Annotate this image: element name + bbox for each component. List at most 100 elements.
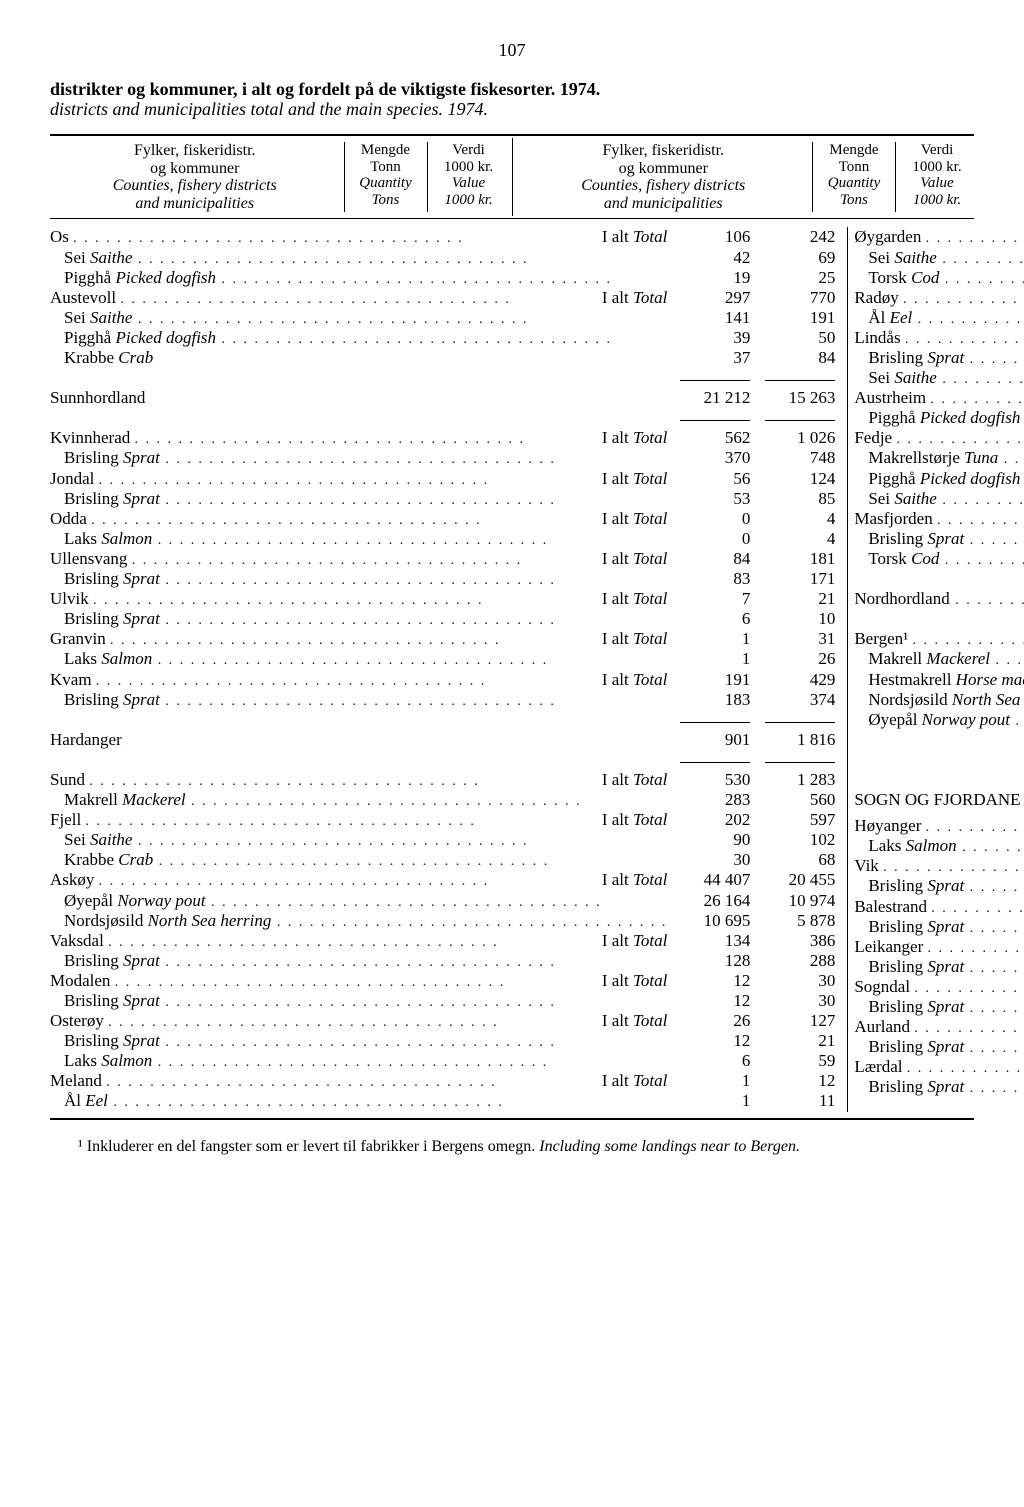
table-row: Lærdal I alt Total65163 [854,1057,1024,1077]
table-row: Nordhordland46 12125 328 [854,589,1024,609]
table-row: Makrellstørje Tuna165479 [854,448,1024,468]
val-cell: 69 [765,248,841,268]
table-row: Brisling Sprat106241 [854,348,1024,368]
qty-cell: 901 [680,730,756,750]
table-row: Aurland I alt Total182449 [854,1017,1024,1037]
table-row: Ullensvang I alt Total84181 [50,549,841,569]
qty-cell: 37 [680,348,756,368]
val-cell: 4 [765,509,841,529]
qty-cell: 39 [680,328,756,348]
page-subtitle: districts and municipalities total and t… [50,99,974,120]
qty-cell: 370 [680,448,756,468]
table-row: Sei Saithe5187 [854,248,1024,268]
left-column: Os I alt Total106242Sei Saithe4269Pigghå… [50,227,841,1111]
table-row: Krabbe Crab3068 [50,850,841,870]
qty-cell: 191 [680,670,756,690]
numeric-rule-row [854,730,1024,750]
row-label: Odda I alt Total [50,509,671,529]
table-row: Øyepål Norway pout2 5621 254 [854,710,1024,730]
numeric-rule-row [854,569,1024,589]
val-cell: 26 [765,649,841,669]
row-label: Brisling Sprat [854,876,1024,896]
row-label: Hestmakrell Horse mackerel [854,670,1024,690]
row-label: Brisling Sprat [50,569,671,589]
row-label: Sei Saithe [854,248,1024,268]
qty-cell: 7 [680,589,756,609]
val-cell: 748 [765,448,841,468]
header-qty-right: Mengde Tonn Quantity Tons [817,142,891,212]
row-label: Lærdal I alt Total [854,1057,1024,1077]
numeric-rule-row [854,770,1024,790]
qty-cell: 26 164 [680,891,756,911]
table-row: Ål Eel665 [854,308,1024,328]
val-cell: 181 [765,549,841,569]
right-column: Øygarden I alt Total175713Sei Saithe5187… [854,227,1024,1111]
table-row: Jondal I alt Total56124 [50,469,841,489]
row-label: Ål Eel [854,308,1024,328]
val-cell: 30 [765,991,841,1011]
table-row: Pigghå Picked dogfish3950 [50,328,841,348]
val-cell: 171 [765,569,841,589]
header-rule [50,218,974,219]
row-label: Brisling Sprat [50,951,671,971]
qty-cell: 283 [680,790,756,810]
row-label: Granvin I alt Total [50,629,671,649]
row-label: Masfjorden I alt Total [854,509,1024,529]
row-label: Høyanger I alt Total [854,816,1024,836]
val-cell: 11 [765,1091,841,1111]
table-row: Lindås I alt Total166409 [854,328,1024,348]
qty-cell: 6 [680,609,756,629]
row-label: Brisling Sprat [854,1037,1024,1057]
row-label: Sei Saithe [854,489,1024,509]
table-row: Torsk Cod625 [854,549,1024,569]
qty-cell: 530 [680,770,756,790]
bottom-rule [50,1118,974,1120]
table-row: Ål Eel111 [50,1091,841,1111]
row-label: Laks Salmon [50,529,671,549]
numeric-rule-row [50,408,841,428]
page-title: distrikter og kommuner, i alt og fordelt… [50,79,974,100]
row-label: Laks Salmon [50,649,671,669]
val-cell: 374 [765,690,841,710]
val-cell: 597 [765,810,841,830]
table-row: Fedje I alt Total3921 030 [854,428,1024,448]
qty-cell: 134 [680,931,756,951]
row-label: Vik I alt Total [854,856,1024,876]
table-row: Bergen¹ I alt Total74 97255 483 [854,629,1024,649]
row-label: Brisling Sprat [50,448,671,468]
qty-cell: 53 [680,489,756,509]
row-label: Kvinnherad I alt Total [50,428,671,448]
row-label: Osterøy I alt Total [50,1011,671,1031]
row-label: Kvam I alt Total [50,670,671,690]
table-row: Brisling Sprat183374 [50,690,841,710]
row-label: Brisling Sprat [854,917,1024,937]
table-row: Brisling Sprat915 [854,529,1024,549]
numeric-rule-row [50,750,841,770]
val-cell: 31 [765,629,841,649]
table-row: Leikanger I alt Total135339 [854,937,1024,957]
val-cell: 242 [765,227,841,247]
row-label: Pigghå Picked dogfish [50,268,671,288]
val-cell: 85 [765,489,841,509]
table-row: Sei Saithe90102 [50,830,841,850]
row-label: Brisling Sprat [854,529,1024,549]
row-label: Brisling Sprat [854,957,1024,977]
row-label: Laks Salmon [50,1051,671,1071]
val-cell: 59 [765,1051,841,1071]
val-cell: 21 [765,589,841,609]
qty-cell: 6 [680,1051,756,1071]
qty-cell: 83 [680,569,756,589]
row-label: Brisling Sprat [50,489,671,509]
qty-cell: 10 695 [680,911,756,931]
table-row: Pigghå Picked dogfish100139 [854,469,1024,489]
table-row: Sund I alt Total5301 283 [50,770,841,790]
numeric-rule-row [50,710,841,730]
row-label: Sei Saithe [50,308,671,328]
qty-cell: 297 [680,288,756,308]
qty-cell: 19 [680,268,756,288]
val-cell: 30 [765,971,841,991]
row-label: Brisling Sprat [854,997,1024,1017]
table-row: Brisling Sprat610 [50,609,841,629]
body-columns: Os I alt Total106242Sei Saithe4269Pigghå… [50,227,974,1111]
table-row: Laks Salmon465 [854,836,1024,856]
